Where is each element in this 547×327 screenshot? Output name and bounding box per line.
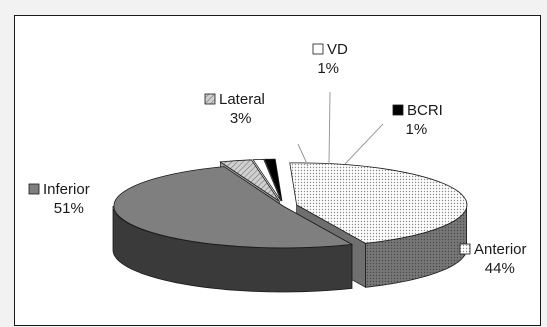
data-value-anterior: 44% xyxy=(485,260,515,277)
pie-chart: Anterior 44% Inferior 51% Lateral 3% VD 1% BCRI 1… xyxy=(28,41,527,293)
slice-vd xyxy=(252,158,282,202)
legend-swatch-inferior xyxy=(28,183,40,195)
data-label-anterior: Anterior xyxy=(474,241,527,258)
slice-anterior xyxy=(289,162,468,244)
leader-line-bcri xyxy=(344,123,384,165)
legend-swatch-bcri xyxy=(392,104,404,116)
legend-swatch-lateral xyxy=(204,93,216,105)
slice-inferior xyxy=(113,166,354,249)
data-label-bcri: BCRI xyxy=(407,102,443,119)
data-value-vd: 1% xyxy=(317,60,339,77)
slice-bcri xyxy=(264,158,283,202)
data-value-lateral: 3% xyxy=(230,110,252,127)
data-label-lateral: Lateral xyxy=(219,91,265,108)
chart-frame: Anterior 44% Inferior 51% Lateral 3% VD 1% BCRI 1… xyxy=(14,15,541,326)
legend-swatch-vd xyxy=(312,43,324,55)
leader-line-vd xyxy=(328,91,331,165)
data-label-vd: VD xyxy=(327,41,348,58)
leader-line-lateral xyxy=(297,143,309,167)
legend-swatch-anterior xyxy=(459,243,471,255)
data-value-bcri: 1% xyxy=(406,121,428,138)
slice-lateral xyxy=(219,159,280,202)
data-value-inferior: 51% xyxy=(54,200,84,217)
data-label-inferior: Inferior xyxy=(43,181,90,198)
